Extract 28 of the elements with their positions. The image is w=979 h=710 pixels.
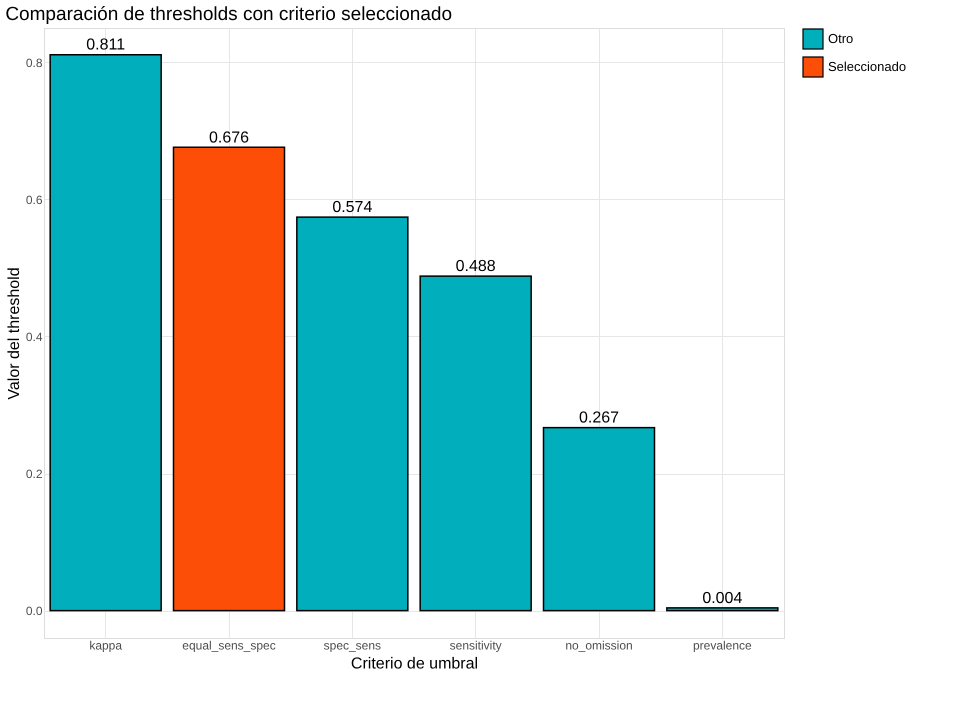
bar — [419, 275, 532, 612]
y-tick-label: 0.4 — [26, 330, 43, 344]
data-label: 0.574 — [332, 199, 372, 216]
chart-title: Comparación de thresholds con criterio seleccionado — [5, 4, 452, 25]
y-tick-label: 0.8 — [26, 56, 43, 70]
x-tick-label: spec_sens — [324, 638, 382, 652]
bar — [666, 607, 779, 612]
x-tick-label: equal_sens_spec — [182, 638, 276, 652]
data-label: 0.676 — [208, 129, 250, 146]
y-tick-label: 0.6 — [26, 192, 43, 207]
x-tick-label: prevalence — [692, 638, 752, 652]
x-tick-label: no_omission — [565, 638, 633, 652]
x-tick-label: sensitivity — [450, 638, 502, 652]
data-label: 0.811 — [86, 36, 126, 54]
legend-label: Seleccionado — [828, 59, 906, 74]
y-tick-label: 0.0 — [26, 604, 43, 618]
x-axis-title: Criterio de umbral — [350, 656, 478, 672]
bar — [49, 54, 162, 612]
bar — [296, 216, 409, 612]
data-label: 0.267 — [578, 410, 620, 427]
legend-label: Otro — [828, 31, 854, 46]
data-label: 0.488 — [456, 258, 496, 276]
y-tick-label: 0.2 — [26, 467, 43, 482]
bar — [542, 426, 656, 612]
y-axis-title: Valor del threshold — [6, 267, 23, 400]
bar — [172, 146, 286, 612]
x-tick-label: kappa — [89, 638, 122, 652]
data-label: 0.004 — [702, 590, 742, 607]
